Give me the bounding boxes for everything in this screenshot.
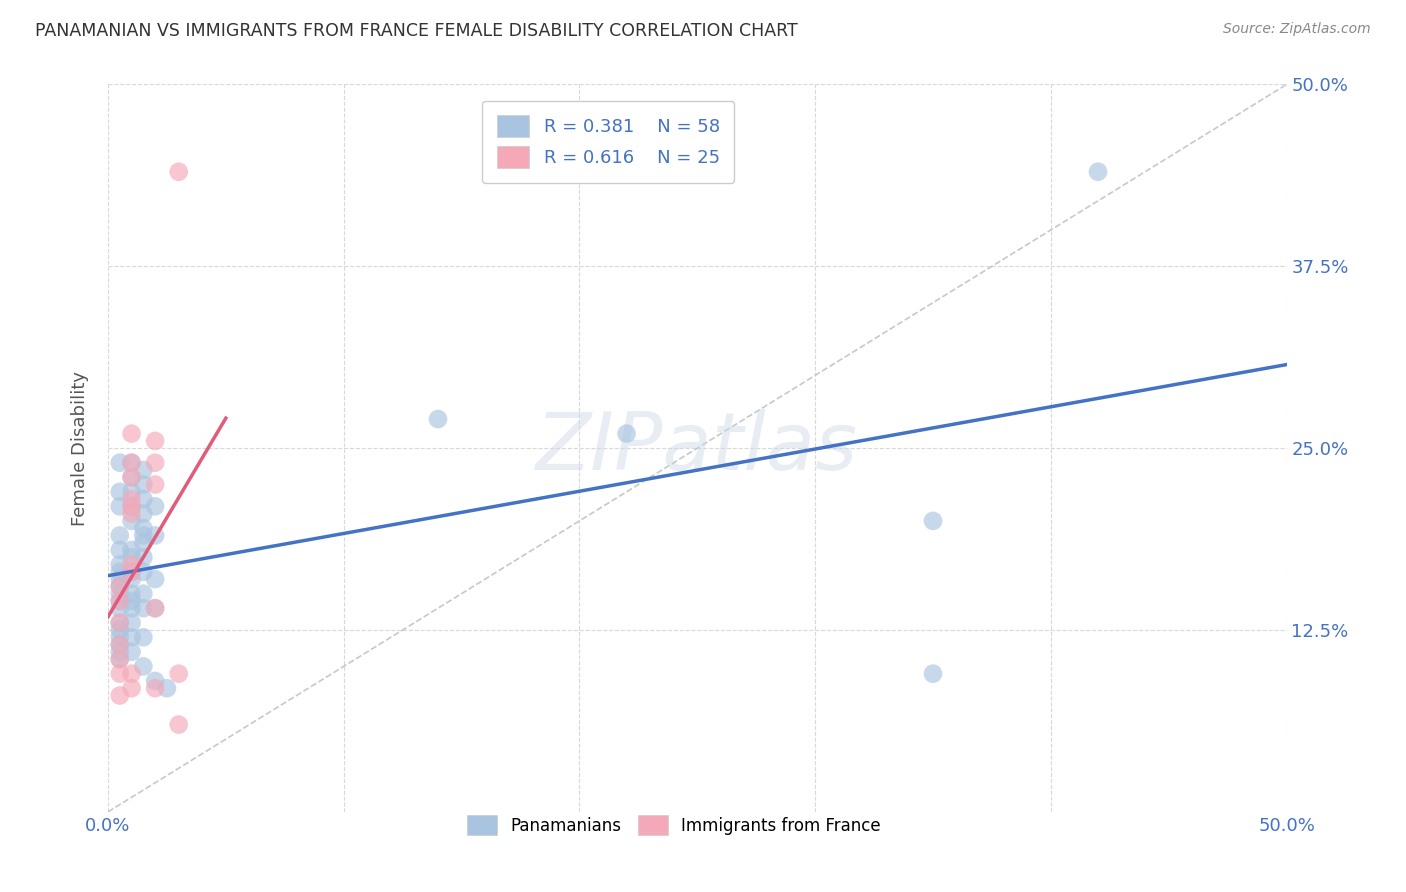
- Point: [121, 565, 143, 579]
- Point: [121, 645, 143, 659]
- Point: [132, 507, 155, 521]
- Point: [108, 689, 131, 703]
- Point: [143, 434, 166, 448]
- Point: [108, 456, 131, 470]
- Point: [121, 594, 143, 608]
- Point: [922, 514, 945, 528]
- Point: [132, 587, 155, 601]
- Point: [108, 558, 131, 572]
- Point: [132, 477, 155, 491]
- Point: [121, 507, 143, 521]
- Point: [143, 528, 166, 542]
- Point: [132, 565, 155, 579]
- Point: [121, 470, 143, 484]
- Y-axis label: Female Disability: Female Disability: [72, 371, 89, 525]
- Point: [132, 630, 155, 644]
- Point: [143, 601, 166, 615]
- Point: [108, 579, 131, 593]
- Point: [427, 412, 450, 426]
- Point: [108, 572, 131, 586]
- Point: [121, 666, 143, 681]
- Point: [108, 638, 131, 652]
- Point: [167, 666, 190, 681]
- Point: [132, 550, 155, 565]
- Point: [143, 673, 166, 688]
- Point: [108, 594, 131, 608]
- Point: [121, 470, 143, 484]
- Point: [121, 500, 143, 514]
- Point: [108, 615, 131, 630]
- Point: [132, 601, 155, 615]
- Point: [132, 535, 155, 549]
- Point: [132, 528, 155, 542]
- Point: [108, 645, 131, 659]
- Point: [108, 630, 131, 644]
- Point: [121, 587, 143, 601]
- Point: [108, 484, 131, 499]
- Point: [143, 601, 166, 615]
- Point: [143, 572, 166, 586]
- Point: [108, 638, 131, 652]
- Point: [108, 601, 131, 615]
- Point: [121, 601, 143, 615]
- Point: [121, 572, 143, 586]
- Point: [121, 484, 143, 499]
- Point: [616, 426, 638, 441]
- Point: [132, 659, 155, 673]
- Point: [121, 456, 143, 470]
- Point: [108, 543, 131, 558]
- Point: [121, 558, 143, 572]
- Point: [132, 521, 155, 535]
- Point: [108, 666, 131, 681]
- Point: [108, 652, 131, 666]
- Point: [156, 681, 179, 696]
- Point: [121, 514, 143, 528]
- Point: [121, 630, 143, 644]
- Point: [143, 681, 166, 696]
- Point: [108, 652, 131, 666]
- Point: [121, 492, 143, 507]
- Point: [108, 623, 131, 637]
- Point: [132, 492, 155, 507]
- Point: [167, 165, 190, 179]
- Point: [121, 565, 143, 579]
- Point: [108, 579, 131, 593]
- Point: [108, 587, 131, 601]
- Point: [121, 550, 143, 565]
- Point: [922, 666, 945, 681]
- Point: [121, 543, 143, 558]
- Point: [121, 681, 143, 696]
- Point: [121, 615, 143, 630]
- Point: [121, 426, 143, 441]
- Point: [108, 594, 131, 608]
- Point: [132, 463, 155, 477]
- Point: [143, 477, 166, 491]
- Point: [1087, 165, 1109, 179]
- Point: [143, 500, 166, 514]
- Point: [167, 717, 190, 731]
- Point: [121, 456, 143, 470]
- Point: [121, 500, 143, 514]
- Point: [108, 615, 131, 630]
- Text: PANAMANIAN VS IMMIGRANTS FROM FRANCE FEMALE DISABILITY CORRELATION CHART: PANAMANIAN VS IMMIGRANTS FROM FRANCE FEM…: [35, 22, 797, 40]
- Point: [143, 456, 166, 470]
- Text: Source: ZipAtlas.com: Source: ZipAtlas.com: [1223, 22, 1371, 37]
- Legend: Panamanians, Immigrants from France: Panamanians, Immigrants from France: [458, 806, 889, 844]
- Point: [108, 565, 131, 579]
- Point: [108, 500, 131, 514]
- Text: ZIPatlas: ZIPatlas: [536, 409, 858, 487]
- Point: [108, 528, 131, 542]
